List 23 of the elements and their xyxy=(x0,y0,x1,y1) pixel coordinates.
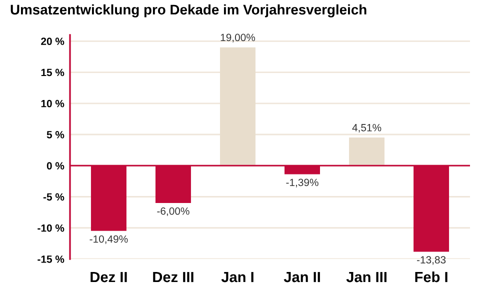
data-label: 19,00% xyxy=(220,34,256,42)
x-tick-label: Dez III xyxy=(153,272,194,282)
x-tick-label: Dez II xyxy=(90,272,127,282)
y-tick-label: -10 % xyxy=(38,224,64,232)
y-tick-label: 15 % xyxy=(41,68,64,76)
y-tick-label: 5 % xyxy=(46,131,64,138)
x-tick-label: Jan III xyxy=(346,272,386,282)
y-tick-label: 10 % xyxy=(41,100,64,108)
data-label: -13,83 xyxy=(416,256,446,265)
y-tick-label: -5 % xyxy=(43,193,64,201)
chart-title: Umsatzentwicklung pro Dekade im Vorjahresvergleich xyxy=(10,4,366,18)
data-label: -6,00% xyxy=(157,207,190,216)
bar xyxy=(220,47,256,166)
data-label: 4,51% xyxy=(352,124,382,133)
data-label: -10,49% xyxy=(90,235,128,244)
data-label: -1,39% xyxy=(286,178,318,188)
x-tick-label: Jan II xyxy=(284,272,320,282)
x-tick-label: Jan I xyxy=(221,272,254,282)
y-tick-label: 20 % xyxy=(41,38,64,46)
y-tick-label: 0 % xyxy=(46,162,64,170)
bar xyxy=(349,138,385,166)
y-tick-label: -15 % xyxy=(38,256,64,263)
x-tick-label: Feb I xyxy=(415,271,448,282)
